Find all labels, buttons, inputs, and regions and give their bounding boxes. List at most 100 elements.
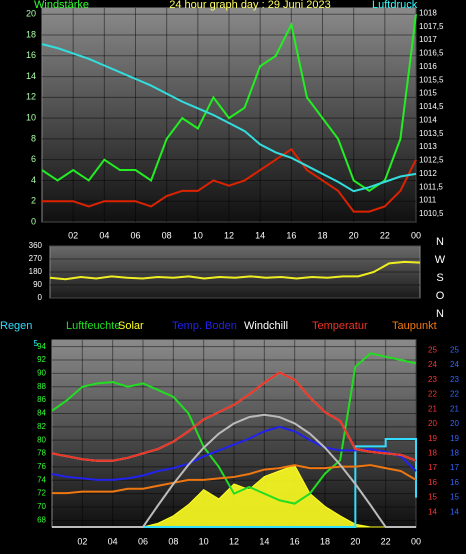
legend-entry: Luftfeuchte	[66, 320, 120, 332]
y2-tick-label: 1017	[419, 35, 437, 44]
x-tick-label: 14	[259, 536, 269, 546]
y2-tick-label: 1016,5	[419, 49, 444, 58]
y-tick-label: 92	[37, 355, 46, 364]
y-tick-label: 20	[26, 9, 36, 19]
legend-entry: Temp. Boden	[172, 320, 237, 332]
x-tick-label: 02	[77, 536, 87, 546]
y-tick-label: 6	[31, 154, 36, 164]
y2-tick-label: 21	[428, 404, 437, 413]
y2-tick-label: 1015	[419, 89, 437, 98]
y3-tick-label: 19	[450, 434, 459, 443]
y2-tick-label: 1015,5	[419, 75, 444, 84]
x-tick-label: 20	[349, 230, 359, 240]
y2-tick-label: 1011,5	[419, 182, 443, 191]
x-tick-label: 16	[290, 536, 300, 546]
y-tick-label: 78	[37, 449, 46, 458]
x-tick-label: 22	[380, 230, 390, 240]
y2-tick-label: 1010,5	[419, 209, 444, 218]
y2-tick-label: 19	[428, 434, 437, 443]
x-tick-label: 10	[199, 536, 209, 546]
y-tick-label: 72	[37, 489, 46, 498]
legend-entry: Taupunkt	[392, 320, 437, 332]
series-line	[51, 425, 417, 481]
y2-tick-label: 1017,5	[419, 22, 444, 31]
y-tick-label: 12	[26, 92, 36, 102]
y-tick-label: 68	[37, 515, 46, 524]
series-line	[49, 260, 421, 281]
y3-tick-label: 14	[450, 507, 459, 516]
y-tick-label: 4	[31, 175, 36, 185]
y2-label: Luftdruck	[372, 0, 418, 11]
y2-tick-label: 24	[428, 360, 437, 369]
x-tick-label: 04	[108, 536, 118, 546]
x-tick-label: 08	[162, 230, 172, 240]
y3-tick-label: 15	[450, 493, 459, 502]
y2-tick-label: N	[436, 308, 444, 320]
y2-tick-label: O	[436, 290, 445, 302]
x-tick-label: 08	[168, 536, 178, 546]
legend-entry: Windchill	[244, 320, 288, 332]
x-tick-label: 06	[138, 536, 148, 546]
x-tick-label: 02	[68, 230, 78, 240]
y-tick-label: 84	[37, 409, 46, 418]
series-line	[52, 464, 417, 495]
y-label: Windstärke	[34, 0, 89, 11]
y3-tick-label: 16	[450, 478, 459, 487]
y2-tick-label: 23	[428, 375, 437, 384]
y2-tick-label: 1011	[419, 196, 437, 205]
y-tick-label: 86	[37, 395, 46, 404]
x-tick-label: 14	[255, 230, 265, 240]
y2-tick-label: 1013,5	[419, 129, 444, 138]
y3-tick-label: 21	[450, 404, 459, 413]
y-tick-label: 180	[29, 267, 43, 276]
series-line	[52, 413, 416, 528]
x-tick-label: 16	[286, 230, 296, 240]
x-tick-label: 00	[411, 536, 421, 546]
plot-area	[49, 245, 421, 299]
y-tick-label: 0	[31, 216, 36, 226]
x-tick-label: 12	[229, 536, 239, 546]
legend-entry: Regen	[0, 320, 32, 332]
y2-tick-label: 1012,5	[419, 156, 444, 165]
y-tick-label: 76	[37, 462, 46, 471]
x-tick-label: 06	[130, 230, 140, 240]
y-tick-label: 80	[37, 435, 46, 444]
y3-tick-label: 17	[450, 463, 459, 472]
y3-tick-label: 20	[450, 419, 459, 428]
y2-tick-label: N	[436, 236, 444, 248]
y2-tick-label: 20	[428, 419, 437, 428]
series-line	[41, 14, 417, 193]
y2-tick-label: 1012	[419, 169, 437, 178]
series-line	[42, 147, 417, 213]
y2-tick-label: 14	[428, 507, 437, 516]
x-tick-label: 04	[99, 230, 109, 240]
y4-tick-label: 5	[34, 339, 39, 348]
series-line	[51, 352, 417, 505]
y2-tick-label: 16	[428, 478, 437, 487]
y3-tick-label: 18	[450, 448, 459, 457]
y-tick-label: 8	[31, 133, 36, 143]
y-tick-label: 94	[37, 342, 46, 351]
y2-tick-label: W	[435, 254, 446, 266]
x-tick-label: 00	[411, 230, 421, 240]
y-tick-label: 360	[29, 241, 43, 250]
y3-tick-label: 25	[450, 345, 459, 354]
y-tick-label: 270	[29, 254, 43, 263]
y2-tick-label: 25	[428, 345, 437, 354]
title: 24 hour graph day : 29 Juni 2023	[169, 0, 330, 11]
series-line	[41, 43, 417, 193]
y2-tick-label: 1014	[419, 115, 437, 124]
y2-tick-label: 1013	[419, 142, 437, 151]
x-tick-label: 10	[193, 230, 203, 240]
x-tick-label: 18	[320, 536, 330, 546]
y3-tick-label: 24	[450, 360, 459, 369]
legend-entry: Temperatur	[312, 320, 368, 332]
y2-tick-label: 15	[428, 493, 437, 502]
y2-tick-label: 1018	[419, 8, 437, 17]
x-tick-label: 12	[224, 230, 234, 240]
y-tick-label: 88	[37, 382, 46, 391]
y3-tick-label: 22	[450, 390, 459, 399]
y-tick-label: 10	[26, 112, 36, 122]
